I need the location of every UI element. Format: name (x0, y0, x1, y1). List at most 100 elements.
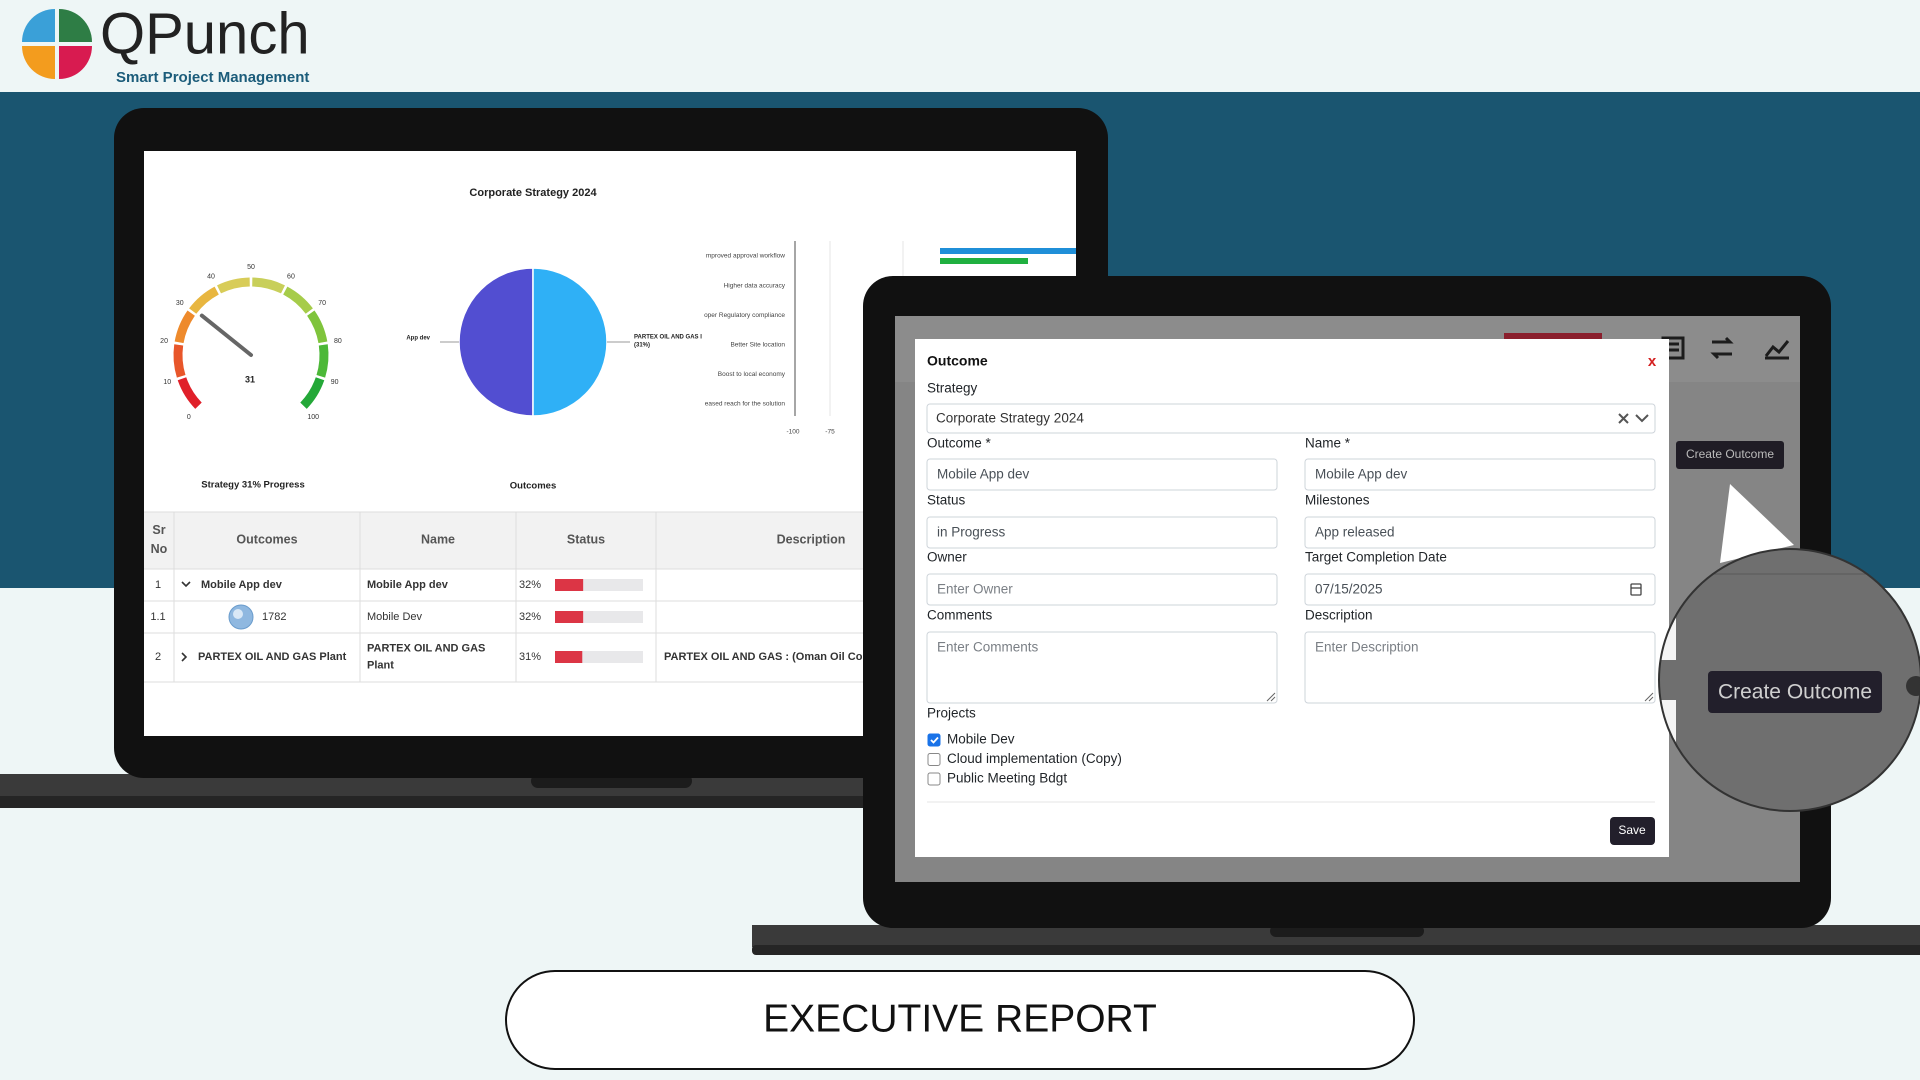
x-tick-label: -75 (825, 429, 835, 436)
resize-handle (1644, 692, 1654, 702)
pie-slice (458, 267, 534, 417)
gauge-segment (283, 286, 313, 314)
status-bar (555, 579, 584, 591)
gauge-tick (194, 401, 205, 412)
input-value[interactable]: App released (1315, 525, 1395, 540)
bar-category-label: mproved approval workflow (706, 253, 785, 260)
calendar-icon[interactable] (1630, 583, 1642, 596)
row-name: PARTEX OIL AND GAS (367, 642, 485, 654)
row-status-label: 32% (519, 611, 541, 623)
row-outcome[interactable]: Mobile App dev (201, 579, 283, 591)
input-box[interactable] (1304, 458, 1656, 491)
dashboard-title: Corporate Strategy 2024 (469, 187, 597, 199)
project-name[interactable]: Cloud implementation (Copy) (947, 751, 1122, 766)
gauge-caption: Strategy 31% Progress (201, 480, 305, 491)
gauge-segment (252, 277, 285, 294)
row-outcome[interactable]: PARTEX OIL AND GAS Plant (198, 651, 347, 663)
row-avatar-detail (233, 609, 243, 619)
input-value[interactable]: 07/15/2025 (1315, 582, 1383, 597)
gauge-tick (317, 341, 330, 346)
input-box[interactable] (926, 458, 1278, 491)
input-box[interactable] (1304, 516, 1656, 549)
callout-pointer (1720, 484, 1794, 563)
field-label: Owner (927, 550, 967, 565)
input-box[interactable] (926, 631, 1278, 704)
bar (940, 258, 1028, 264)
gauge-segment (217, 277, 250, 294)
gauge-tick-label: 90 (331, 379, 339, 386)
project-name[interactable]: Public Meeting Bdgt (947, 771, 1067, 786)
field-label: Name * (1305, 436, 1351, 451)
strategy-value[interactable]: Corporate Strategy 2024 (936, 411, 1084, 426)
input-box[interactable] (926, 573, 1278, 606)
project-name[interactable]: Mobile Dev (947, 732, 1015, 747)
row-name: Plant (367, 659, 394, 671)
dropdown-icon[interactable] (1635, 414, 1649, 423)
table-header: Name (421, 532, 455, 546)
gauge-segment (307, 310, 328, 344)
input-value[interactable]: in Progress (937, 525, 1006, 540)
input-value[interactable]: Mobile App dev (1315, 467, 1408, 482)
row-toggle[interactable] (181, 581, 191, 588)
modal-title: Outcome (927, 353, 988, 369)
x-tick-label: -100 (786, 429, 799, 436)
input-placeholder[interactable]: Enter Owner (937, 582, 1013, 597)
save-label[interactable]: Save (1618, 823, 1646, 837)
row-status-label: 31% (519, 651, 541, 663)
gauge-tick (175, 374, 188, 381)
status-bar (555, 651, 583, 663)
bar-category-label: Better Site location (730, 342, 785, 349)
gauge-needle (199, 313, 253, 357)
bar-category-label: eased reach for the solution (705, 401, 786, 408)
checkbox[interactable] (927, 753, 941, 766)
row-name: Mobile Dev (367, 611, 423, 623)
zoom-button (1708, 671, 1882, 713)
gauge-segment (177, 377, 202, 409)
row-toggle[interactable] (181, 652, 188, 662)
gauge-tick-label: 10 (163, 379, 171, 386)
table-header: Outcomes (236, 532, 297, 546)
field-label: Status (927, 493, 966, 508)
create-outcome-button[interactable] (1676, 441, 1784, 469)
input-value[interactable]: Mobile App dev (937, 467, 1030, 482)
strategy-select[interactable] (926, 403, 1656, 434)
checkbox[interactable] (927, 733, 941, 747)
gauge-segment (300, 377, 325, 409)
gauge-tick-label: 100 (307, 414, 319, 421)
gauge-segment (189, 286, 219, 314)
pie-label: (31%) (634, 343, 650, 349)
gauge-tick (297, 401, 308, 412)
checkmark[interactable] (930, 736, 939, 744)
resize-handle (1266, 692, 1276, 702)
table-header: Description (777, 532, 846, 546)
field-label: Comments (927, 608, 993, 623)
input-placeholder[interactable]: Enter Description (1315, 640, 1419, 655)
clear-icon[interactable] (1618, 413, 1629, 424)
gauge-tick-label: 0 (187, 414, 191, 421)
row-sr: 1.1 (150, 611, 165, 623)
create-outcome-label[interactable]: Create Outcome (1686, 447, 1774, 461)
input-box[interactable] (926, 516, 1278, 549)
input-box[interactable] (1304, 631, 1656, 704)
field-label: Description (1305, 608, 1373, 623)
gauge-tick-label: 40 (207, 273, 215, 280)
gauge-tick (186, 307, 198, 317)
input-placeholder[interactable]: Enter Comments (937, 640, 1039, 655)
gauge-segment (173, 344, 186, 378)
modal: Outcome x Strategy Corporate Strategy 20… (915, 339, 1669, 857)
bar-category-label: Boost to local economy (718, 371, 786, 378)
modal-close[interactable]: x (1648, 353, 1657, 370)
pie-slice (532, 267, 608, 417)
gauge-segment (174, 310, 195, 344)
gauge-tick-label: 30 (176, 300, 184, 307)
pie-caption: Outcomes (510, 481, 556, 492)
input-box[interactable] (1304, 573, 1656, 606)
field-label: Target Completion Date (1305, 550, 1447, 565)
zoom-button-label: Create Outcome (1718, 681, 1872, 704)
checkbox[interactable] (927, 772, 941, 786)
row-outcome[interactable]: 1782 (262, 611, 286, 623)
laptop-base-lip (0, 796, 1000, 808)
save-button[interactable] (1610, 817, 1655, 845)
gauge-tick-label: 80 (334, 338, 342, 345)
